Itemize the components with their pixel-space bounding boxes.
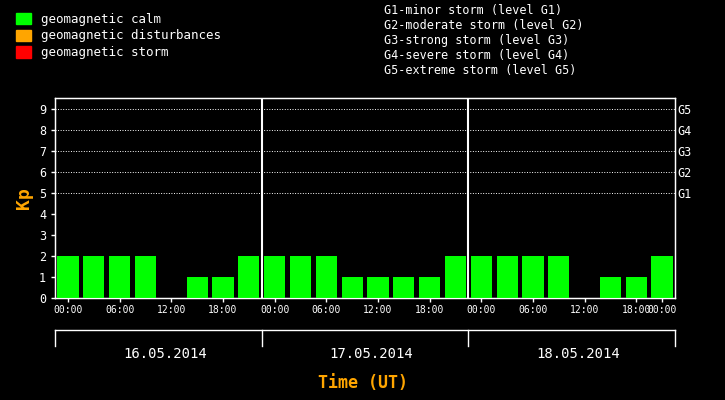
Bar [290, 256, 311, 298]
Y-axis label: Kp: Kp [15, 187, 33, 209]
Bar [57, 256, 78, 298]
Bar [83, 256, 104, 298]
Bar [522, 256, 544, 298]
Bar [212, 277, 233, 298]
Bar [368, 277, 389, 298]
Bar [626, 277, 647, 298]
Legend: geomagnetic calm, geomagnetic disturbances, geomagnetic storm: geomagnetic calm, geomagnetic disturbanc… [14, 10, 223, 62]
Bar [652, 256, 673, 298]
Bar [600, 277, 621, 298]
Bar [135, 256, 156, 298]
Text: G1-minor storm (level G1)
G2-moderate storm (level G2)
G3-strong storm (level G3: G1-minor storm (level G1) G2-moderate st… [384, 4, 584, 77]
Text: 17.05.2014: 17.05.2014 [330, 347, 413, 361]
Bar [445, 256, 466, 298]
Bar [239, 256, 260, 298]
Bar [315, 256, 337, 298]
Text: 18.05.2014: 18.05.2014 [536, 347, 620, 361]
Text: Time (UT): Time (UT) [318, 374, 407, 392]
Bar [341, 277, 362, 298]
Bar [264, 256, 285, 298]
Bar [393, 277, 415, 298]
Bar [109, 256, 130, 298]
Bar [497, 256, 518, 298]
Text: 16.05.2014: 16.05.2014 [123, 347, 207, 361]
Bar [419, 277, 440, 298]
Bar [186, 277, 208, 298]
Bar [471, 256, 492, 298]
Bar [548, 256, 569, 298]
